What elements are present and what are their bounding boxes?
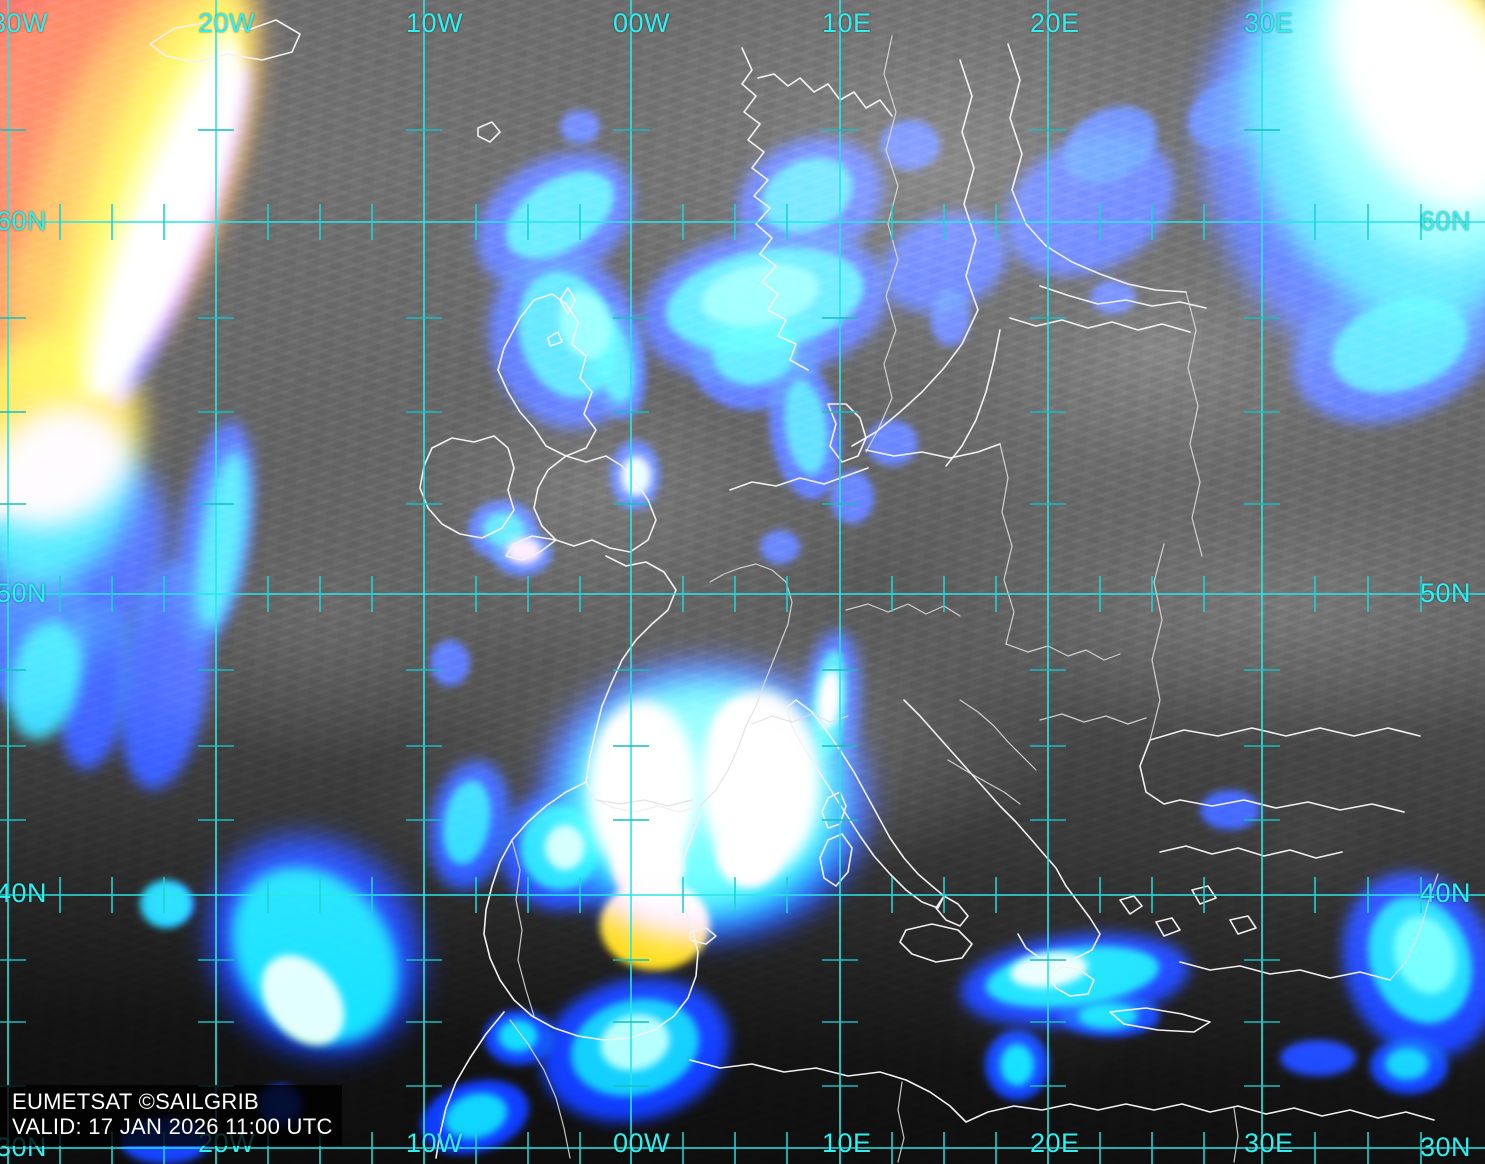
border-norway-sweden [866,36,898,452]
coast-norway-inner [758,74,892,116]
cloud-blob-misc-5 [150,885,194,923]
cloud-blob-gibraltar-c [498,1020,538,1052]
cloud-blob-misc-6 [930,290,970,346]
coast-greece-pelop [1050,966,1094,996]
border-morocco-algeria [510,1020,570,1158]
coast-crete [1110,1008,1210,1032]
cloud-blob-iberia-1y [545,825,585,870]
border-hungary-romania [1006,644,1120,660]
cloud-blob-blacksea-sw [1200,790,1260,830]
cloud-blob-misc-3 [760,530,800,564]
cloud-blob-misc-7 [1090,280,1136,314]
cloud-blob-alps-red-1 [722,712,756,764]
coast-baltic-north [1040,286,1206,308]
border-spain-france [596,800,692,806]
graticule-ticks-40N [59,877,1422,913]
coast-baltic-south [866,444,1000,458]
coast-italy [786,700,944,908]
coast-iberia [484,782,700,1040]
coast-morocco-atlantic [436,1012,504,1158]
border-france-east [700,564,792,806]
coast-turkey-west [1160,846,1342,858]
cloud-blob-levant-c [1385,1048,1429,1080]
coast-blacksea-south [1180,800,1404,812]
coast-sicily [900,924,972,962]
coast-shetland [560,288,575,314]
coast-aegean-islands [1120,886,1256,936]
caption-source: EUMETSAT ©SAILGRIB [12,1088,259,1114]
caption-overlay: EUMETSAT ©SAILGRIB VALID: 17 JAN 2026 11… [0,1084,342,1146]
cloud-blob-alps-red-2 [616,730,642,766]
cloud-blob-misc-8 [560,110,600,144]
coast-cornwall [506,536,556,560]
border-belarus-russia [1186,292,1202,556]
coast-orkney [548,332,562,346]
graticule-ticks-meridians [0,129,1280,1087]
cloud-blob-cyprus [1280,1040,1356,1076]
coast-blacksea-north [1150,728,1420,740]
coast-italy-toe [936,896,968,926]
cloud-blob-misc-1 [866,420,918,466]
coast-blacksea-west [1140,740,1180,804]
coast-turkey-south [1180,962,1390,980]
coast-iceland [150,20,300,62]
border-romania-bulgaria [1040,714,1146,724]
graticule-ticks-50N [59,576,1422,612]
coast-adriatic-east [904,700,1042,852]
caption-valid: VALID: 17 JAN 2026 11:00 UTC [12,1114,333,1140]
coast-baltic-east [946,330,1000,466]
cloud-blob-alps-orange-4 [716,818,782,888]
border-algeria-tunisia [898,1082,904,1162]
cloud-blob-malta-c [1000,1044,1034,1086]
border-libya-egypt [1234,1108,1238,1162]
border-balkans-1 [960,700,1036,770]
coast-sweden-east [852,60,978,446]
border-poland-east [1000,444,1014,644]
coast-lowcountries [730,468,868,490]
coast-greece [1018,852,1100,962]
coast-faroes [478,122,500,142]
graticule-ticks-60N [59,204,1422,240]
coast-norway-west [742,48,808,370]
coast-denmark [828,404,866,462]
border-ukraine [1150,544,1164,740]
cloud-blob-england-shower-y [621,456,651,496]
coast-france [586,556,700,812]
coast-balearics [690,928,716,944]
coast-baltic-states [1010,318,1190,332]
coast-sardinia [820,834,852,886]
coast-finland [1008,44,1186,292]
coast-northafrica [690,1060,1434,1122]
coast-england-wales [534,456,656,552]
cloud-blob-misc-4 [430,640,470,686]
border-portugal [512,840,534,1016]
border-turkey-east [1390,874,1438,980]
border-balkans-2 [948,760,1020,804]
coast-scotland [498,294,596,456]
cloud-blob-alps-red-s [640,900,680,958]
border-alpine [752,714,848,724]
